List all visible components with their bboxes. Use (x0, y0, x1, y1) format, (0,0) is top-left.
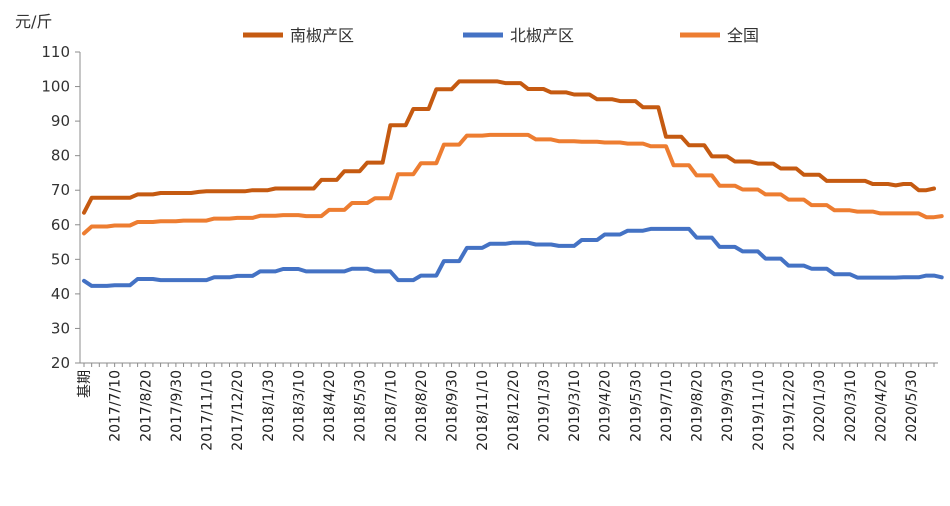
y-tick-label: 90 (51, 112, 70, 130)
x-tick-label: 2019/8/20 (690, 370, 706, 442)
x-tick-label: 2019/9/30 (720, 370, 736, 442)
x-tick-label: 2018/1/30 (261, 370, 277, 442)
x-tick-label: 2018/4/20 (322, 370, 338, 442)
series-line-2 (82, 132, 944, 236)
x-tick-label: 2019/3/10 (567, 370, 583, 442)
x-tick-label: 2018/9/30 (445, 370, 461, 442)
series-line-1 (82, 226, 944, 288)
x-axis-ticks: 基期 2017/7/10 2017/8/20 2017/9/30 2017/11/10 2… (76, 363, 935, 451)
axes (79, 52, 938, 364)
x-tick-label: 2018/11/10 (475, 370, 491, 451)
y-tick-label: 60 (51, 216, 70, 234)
x-tick-label: 2019/5/30 (628, 370, 644, 442)
x-tick-label: 2019/11/10 (751, 370, 767, 451)
y-unit-label: 元/斤 (15, 12, 52, 31)
x-tick-label: 2020/1/30 (812, 370, 828, 442)
x-tick-label: 2019/12/20 (782, 370, 798, 451)
x-tick-label: 2018/12/20 (506, 370, 522, 451)
y-tick-label: 20 (51, 354, 70, 372)
legend-label: 北椒产区 (510, 26, 574, 45)
y-tick-label: 70 (51, 181, 70, 199)
series-lines (82, 79, 944, 288)
x-tick-label: 2019/1/30 (536, 370, 552, 442)
y-tick-label: 40 (51, 285, 70, 303)
legend: 南椒产区 北椒产区 全国 (243, 26, 759, 45)
x-tick-label: 2017/12/20 (230, 370, 246, 451)
legend-label: 南椒产区 (290, 26, 354, 45)
series-line-0 (82, 79, 936, 215)
y-tick-label: 110 (41, 43, 70, 61)
x-tick-label: 2017/9/30 (169, 370, 185, 442)
x-tick-label: 2019/4/20 (598, 370, 614, 442)
x-tick-label: 2018/8/20 (414, 370, 430, 442)
y-tick-label: 100 (41, 78, 70, 96)
x-tick-label: 2019/7/10 (659, 370, 675, 442)
x-tick-label: 2020/4/20 (873, 370, 889, 442)
x-tick-label: 2017/11/10 (200, 370, 216, 451)
x-tick-label: 2018/7/10 (383, 370, 399, 442)
x-tick-label: 基期 (76, 370, 93, 398)
y-tick-label: 50 (51, 250, 70, 268)
legend-label: 全国 (727, 26, 759, 45)
y-tick-label: 80 (51, 147, 70, 165)
x-tick-label: 2018/3/10 (291, 370, 307, 442)
x-tick-label: 2017/7/10 (108, 370, 124, 442)
x-tick-label: 2017/8/20 (138, 370, 154, 442)
x-tick-label: 2020/3/10 (843, 370, 859, 442)
y-tick-label: 30 (51, 319, 70, 337)
y-axis-ticks: 20 30 40 50 60 70 80 90 100 110 (41, 43, 80, 372)
x-tick-label: 2020/5/30 (904, 370, 920, 442)
x-tick-label: 2018/5/30 (353, 370, 369, 442)
